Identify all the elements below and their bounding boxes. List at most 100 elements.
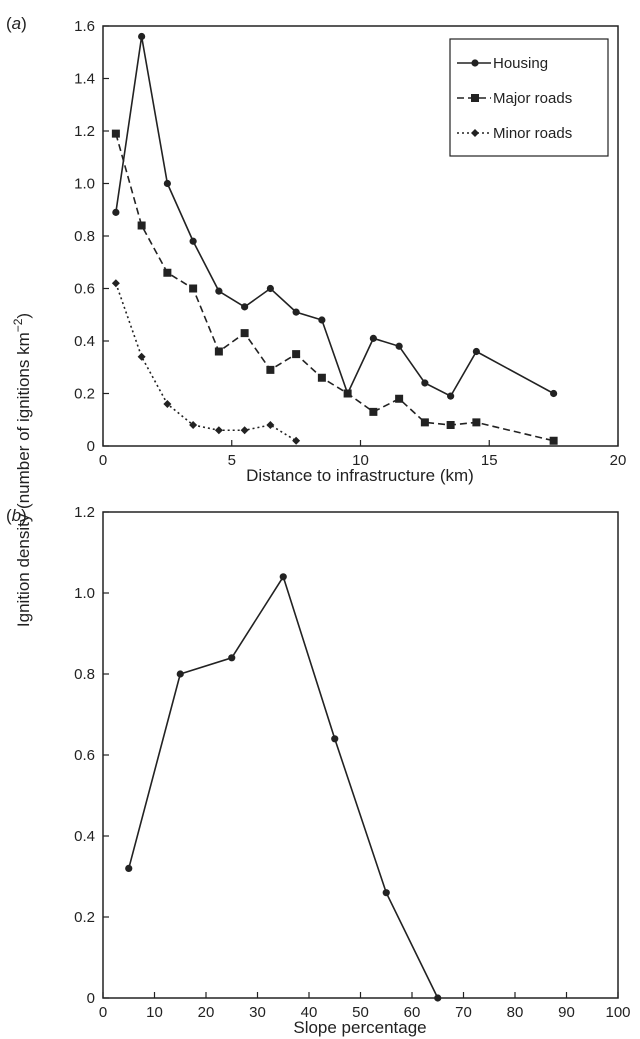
data-point — [279, 573, 287, 581]
data-point — [472, 418, 481, 427]
data-point — [421, 379, 429, 387]
legend-label: Major roads — [493, 90, 572, 107]
panel-b-series-series — [125, 573, 442, 1002]
panel-a-legend: Housing Major roads Minor roads — [449, 38, 609, 157]
panel-a-x-tick-label: 20 — [610, 452, 627, 469]
data-point — [266, 365, 275, 374]
data-point — [214, 426, 223, 435]
data-point — [137, 352, 146, 361]
data-point — [266, 284, 274, 293]
data-point — [215, 287, 223, 295]
data-point — [549, 436, 558, 445]
data-point — [189, 237, 197, 245]
data-point — [176, 670, 184, 678]
series-line — [115, 282, 297, 442]
data-point — [163, 268, 172, 277]
data-point — [189, 284, 198, 293]
data-point — [111, 279, 120, 288]
panel-b-series — [125, 573, 442, 1002]
panel-a-y-tick-label: 1.0 — [74, 176, 95, 193]
data-point — [472, 347, 480, 356]
panel-b-ticks: 0 10 20 30 40 50 60 70 80 90 100 0 0.2 0.4 0.6 0.8 1.0 1.… — [74, 504, 630, 1021]
data-point — [292, 308, 300, 316]
panel-b-x-tick-label: 90 — [558, 1004, 575, 1021]
panel-b-x-tick-label: 30 — [249, 1004, 266, 1021]
series-line — [127, 574, 439, 999]
data-point — [138, 32, 146, 41]
legend-label: Housing — [493, 55, 548, 72]
panel-a-series-minor-roads — [111, 279, 301, 445]
data-point — [292, 350, 301, 359]
panel-a-x-tick-label: 0 — [99, 452, 107, 469]
data-point — [331, 735, 339, 743]
data-point — [163, 179, 171, 188]
panel-a-series-major-roads — [111, 129, 558, 445]
legend-label: Minor roads — [493, 125, 572, 142]
data-point — [369, 407, 378, 416]
panel-b-x-tick-label: 80 — [507, 1004, 524, 1021]
series-line — [115, 133, 554, 442]
panel-b-x-axis-title: Slope percentage — [293, 1018, 426, 1037]
panel-b-x-tick-label: 50 — [352, 1004, 369, 1021]
panel-a-y-tick-label: 1.2 — [74, 123, 95, 140]
legend-marker — [471, 59, 479, 67]
panel-a-y-tick-label: 0 — [87, 438, 95, 455]
data-point — [240, 329, 249, 338]
data-point — [343, 389, 352, 398]
panel-b-y-tick-label: 0 — [87, 990, 95, 1007]
data-point — [111, 129, 120, 138]
panel-a-y-tick-label: 1.4 — [74, 71, 95, 88]
data-point — [317, 373, 326, 382]
panel-a-series-housing — [112, 32, 558, 400]
panel-a-x-tick-label: 15 — [481, 452, 498, 469]
data-point — [395, 342, 403, 350]
panel-a-x-axis-title: Distance to infrastructure (km) — [246, 466, 474, 485]
panel-a-y-tick-label: 0.6 — [74, 281, 95, 298]
legend-marker — [471, 129, 479, 137]
data-point — [318, 316, 326, 324]
panel-b-x-tick-label: 20 — [198, 1004, 215, 1021]
panel-b-y-tick-label: 1.0 — [74, 585, 95, 602]
panel-b-x-tick-label: 10 — [146, 1004, 163, 1021]
panel-b-y-tick-label: 1.2 — [74, 504, 95, 521]
panel-a-y-tick-label: 0.8 — [74, 228, 95, 245]
panel-b-x-tick-label: 60 — [404, 1004, 421, 1021]
panel-b-y-tick-label: 0.4 — [74, 828, 95, 845]
data-point — [446, 421, 455, 429]
data-point — [420, 418, 429, 427]
data-point — [241, 303, 249, 311]
panel-b: (b) 0 10 20 30 40 50 60 70 80 90 100 0 0.2 0.4 0.6 0.8 1… — [6, 504, 631, 1037]
panel-b-x-tick-label: 40 — [301, 1004, 318, 1021]
panel-b-x-tick-label: 70 — [455, 1004, 472, 1021]
panel-a-ticks: 0 5 10 15 20 0 0.2 0.4 0.6 0.8 1.0 1.2 1.4 1.6 — [74, 18, 626, 469]
data-point — [369, 334, 377, 342]
legend-marker — [471, 94, 479, 102]
panel-a: (a) 0 5 10 15 20 0 0.2 0.4 0.6 0.8 1.0 1.2 1.4 1.6 Di… — [6, 14, 626, 485]
data-point — [447, 392, 455, 400]
panel-a-x-tick-label: 10 — [352, 452, 369, 469]
panel-b-label: (b) — [6, 506, 27, 525]
data-point — [163, 400, 172, 408]
panel-a-series — [111, 32, 558, 445]
panel-b-y-tick-label: 0.6 — [74, 747, 95, 764]
panel-a-label: (a) — [6, 14, 27, 33]
panel-b-y-tick-label: 0.8 — [74, 666, 95, 683]
data-point — [395, 394, 404, 403]
panel-b-y-tick-label: 0.2 — [74, 909, 95, 926]
data-point — [550, 389, 558, 398]
panel-b-x-tick-label: 0 — [99, 1004, 107, 1021]
panel-a-y-tick-label: 0.4 — [74, 333, 95, 350]
data-point — [292, 436, 301, 445]
series-line — [115, 36, 555, 398]
data-point — [266, 421, 275, 429]
data-point — [382, 889, 390, 897]
panel-a-y-tick-label: 0.2 — [74, 386, 95, 403]
panel-a-x-tick-label: 5 — [228, 452, 236, 469]
data-point — [434, 994, 442, 1002]
shared-y-axis-title: Ignition density (number of ignitions km… — [11, 313, 33, 627]
panel-b-x-tick-label: 100 — [605, 1004, 630, 1021]
data-point — [112, 208, 120, 216]
data-point — [189, 421, 198, 429]
panel-a-y-tick-label: 1.6 — [74, 18, 95, 35]
